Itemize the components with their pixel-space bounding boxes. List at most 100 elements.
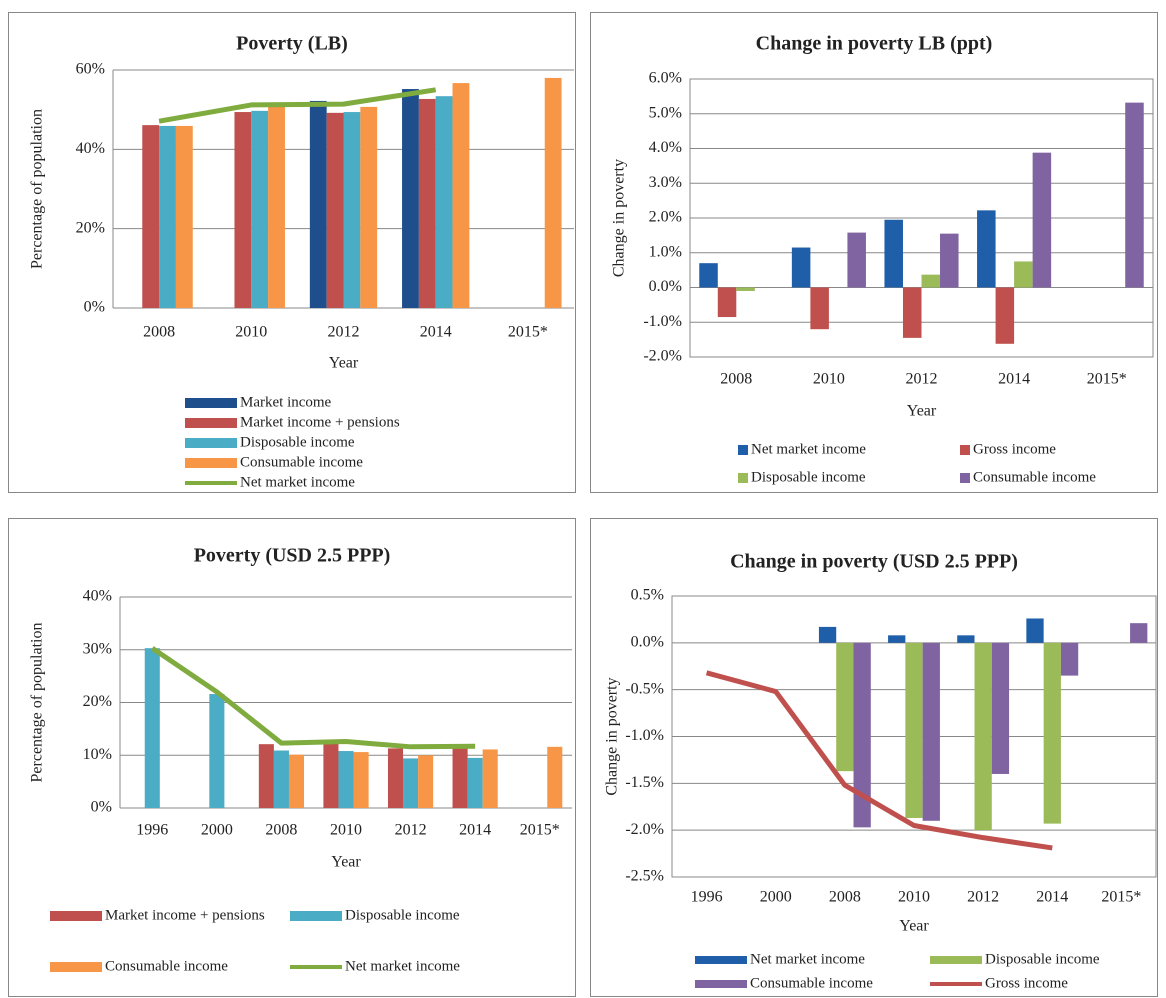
legend-label: Consumable income — [105, 958, 228, 974]
bar — [995, 287, 1015, 344]
bar — [957, 635, 975, 643]
bar — [547, 746, 563, 808]
legend-swatch — [930, 956, 982, 964]
x-tick-label: 1996 — [691, 889, 723, 906]
x-tick-label: 2008 — [829, 889, 861, 906]
bar — [818, 626, 837, 643]
bar — [977, 210, 996, 288]
chart-title: Change in poverty (USD 2.5 PPP) — [730, 551, 1018, 573]
chart-title: Poverty (LB) — [236, 33, 348, 55]
bar — [1032, 152, 1052, 288]
y-tick-label: 40% — [76, 140, 105, 157]
y-tick-label: 0% — [84, 299, 105, 316]
x-axis-label: Year — [331, 854, 361, 871]
bar — [326, 112, 344, 308]
legend-label: Net market income — [345, 958, 460, 974]
legend-swatch — [738, 445, 748, 455]
bar — [467, 757, 483, 808]
bar — [699, 263, 718, 288]
legend-swatch — [185, 458, 237, 468]
bar — [309, 100, 327, 308]
legend-swatch — [185, 438, 237, 448]
x-tick-label: 1996 — [136, 822, 168, 839]
bar — [142, 125, 160, 309]
chart-frame — [8, 518, 576, 997]
bar — [940, 233, 959, 288]
y-axis-label: Change in poverty — [604, 677, 621, 795]
x-axis-label: Year — [907, 403, 937, 420]
line-series — [150, 646, 476, 750]
bar — [234, 112, 252, 309]
bar — [418, 98, 436, 308]
y-axis-label: Percentage of population — [29, 109, 46, 269]
bar — [258, 744, 274, 808]
bar — [922, 642, 940, 821]
y-tick-label: 5.0% — [649, 104, 682, 121]
x-tick-label: 2010 — [898, 889, 930, 906]
chart-frame — [8, 12, 576, 493]
line-series — [705, 670, 1053, 851]
bar — [387, 748, 404, 808]
legend-swatch — [50, 911, 102, 921]
x-tick-label: 2010 — [330, 822, 362, 839]
legend-label: Consumable income — [240, 454, 363, 470]
y-tick-label: 0.0% — [649, 278, 682, 295]
bar — [273, 750, 289, 808]
y-tick-label: 3.0% — [649, 174, 682, 191]
y-tick-label: 60% — [76, 61, 105, 78]
legend-label: Market income — [240, 394, 332, 410]
bar — [435, 96, 453, 309]
x-tick-label: 2000 — [201, 822, 233, 839]
legend-swatch — [695, 956, 747, 964]
x-tick-label: 2015* — [1101, 889, 1141, 906]
legend-label: Net market income — [240, 474, 355, 490]
y-tick-label: -2.0% — [643, 348, 682, 365]
bar — [1043, 642, 1061, 824]
line-series — [158, 87, 437, 124]
y-tick-label: 4.0% — [649, 139, 682, 156]
legend-label: Gross income — [973, 441, 1056, 457]
x-tick-label: 2008 — [143, 324, 175, 341]
bar — [544, 77, 562, 308]
legend-swatch — [738, 473, 748, 483]
y-tick-label: 1.0% — [649, 243, 682, 260]
legend-label: Gross income — [985, 975, 1068, 991]
bar — [810, 287, 829, 330]
bar — [482, 749, 498, 808]
legend-swatch — [960, 445, 970, 455]
x-tick-label: 2014 — [998, 371, 1030, 388]
x-tick-label: 2010 — [235, 324, 267, 341]
bar — [717, 287, 737, 318]
x-tick-label: 2008 — [720, 371, 752, 388]
bar — [991, 642, 1010, 774]
x-tick-label: 2012 — [967, 889, 999, 906]
x-tick-label: 2000 — [760, 889, 792, 906]
bar — [360, 106, 378, 308]
legend-label: Net market income — [750, 951, 865, 967]
plot-border — [671, 595, 1157, 878]
legend-swatch — [185, 418, 237, 428]
bar — [338, 751, 354, 808]
x-tick-label: 2015* — [520, 822, 560, 839]
bar — [1125, 102, 1144, 288]
x-tick-label: 2010 — [813, 371, 845, 388]
bar — [159, 125, 176, 309]
bar — [251, 110, 269, 309]
y-tick-label: 0% — [91, 799, 112, 816]
y-axis-label: Percentage of population — [29, 623, 46, 783]
legend-label: Net market income — [751, 441, 866, 457]
y-tick-label: 30% — [83, 640, 112, 657]
bar — [268, 106, 285, 308]
y-tick-label: 40% — [83, 588, 112, 605]
bar — [452, 747, 468, 808]
bar — [288, 754, 305, 808]
y-tick-label: -1.0% — [643, 313, 682, 330]
bar — [836, 642, 854, 772]
plot-border — [689, 78, 1154, 358]
x-tick-label: 2014 — [420, 324, 452, 341]
bar — [884, 219, 903, 288]
legend-swatch — [290, 911, 342, 921]
bar — [888, 635, 906, 643]
